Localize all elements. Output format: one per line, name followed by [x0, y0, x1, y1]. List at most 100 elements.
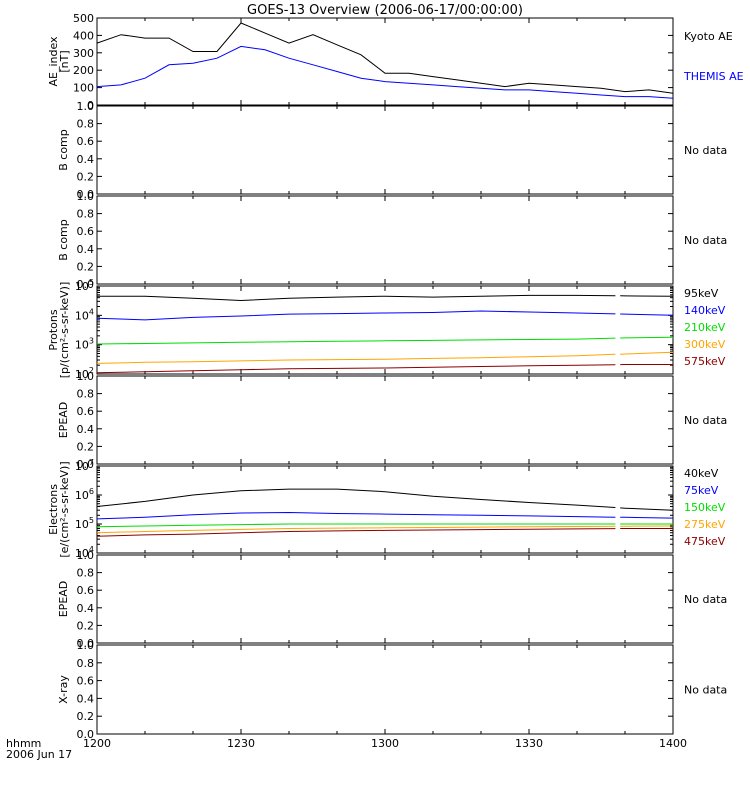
series-line-300kev [96, 353, 616, 364]
series-line-210kev [96, 337, 616, 345]
y-tick-label: 0.0 [77, 728, 95, 741]
legend-themis-ae: THEMIS AE [683, 70, 744, 83]
y-tick-label: 105 [75, 516, 94, 531]
y-tick-label: 0.6 [77, 584, 95, 597]
legend-300kev: 300keV [684, 338, 726, 351]
y-tick-label: 0.4 [77, 692, 95, 705]
panel-frame [96, 465, 674, 554]
panel-2: 0.0 0.2 0.4 0.6 0.8 1.0 B comp No data [57, 100, 727, 201]
y-tick-label: 0.4 [77, 423, 95, 436]
y-tick-label: 0.2 [77, 710, 95, 723]
no-data-label: No data [684, 684, 727, 697]
y-tick-label: 104 [75, 307, 94, 322]
y-tick-label: 0 [87, 99, 94, 112]
legend-575kev: 575keV [684, 355, 726, 368]
y-tick-label: 0.8 [77, 567, 95, 580]
legend-95kev: 95keV [684, 287, 719, 300]
y-tick-label: 1.0 [77, 370, 95, 383]
y-axis-label: AE_index[nT] [47, 36, 71, 87]
legend-150kev: 150keV [684, 501, 726, 514]
time-tick-label: 1330 [515, 737, 543, 750]
y-tick-label: 0.0 [77, 188, 95, 201]
panel-frame [96, 105, 674, 195]
legend-40kev: 40keV [684, 467, 719, 480]
y-tick-label: 0.2 [77, 170, 95, 183]
series-line-40kev [620, 507, 674, 511]
y-tick-label: 0.8 [77, 388, 95, 401]
series-line-75kev [620, 516, 674, 519]
series-line-300kev [620, 351, 674, 355]
time-tick-label: 1200 [83, 737, 111, 750]
y-tick-label: 200 [73, 64, 94, 77]
panel-frame [96, 195, 674, 285]
legend-75kev: 75keV [684, 484, 719, 497]
y-tick-label: 400 [73, 29, 94, 42]
series-line-140kev [620, 313, 674, 316]
panel-4: 102 103 104 105 Protons[p/(cm²-s-sr-keV)] 575… [47, 278, 726, 381]
y-tick-label: 0.4 [77, 602, 95, 615]
series-line-575kev [96, 364, 616, 374]
y-tick-label: 0.2 [77, 440, 95, 453]
no-data-label: No data [684, 234, 727, 247]
series-line-150kev [96, 523, 616, 528]
time-axis: hhmm 2006 Jun 17 1200 1230 1300 1330 1400 [6, 737, 687, 761]
panel-6: 104 105 106 107 Electrons[e/(cm²-s-sr-keV)] 4… [47, 458, 726, 560]
y-tick-label: 0.6 [77, 135, 95, 148]
panel-frame [96, 554, 674, 644]
y-tick-label: 107 [75, 458, 94, 473]
panel-3: 0.0 0.2 0.4 0.6 0.8 1.0 B comp No data [57, 190, 727, 291]
y-tick-label: 0.0 [77, 458, 95, 471]
y-tick-label: 102 [75, 366, 94, 381]
y-tick-label: 1.0 [77, 639, 95, 652]
time-tick-label: 1300 [371, 737, 399, 750]
time-tick-label: 1400 [659, 737, 687, 750]
series-line-40kev [96, 488, 616, 508]
series-line-210kev [620, 336, 674, 339]
series-line-140kev [96, 310, 616, 321]
time-axis-label-hhmm: hhmm [6, 737, 41, 750]
no-data-label: No data [684, 144, 727, 157]
plot-title: GOES-13 Overview (2006-06-17/00:00:00) [247, 3, 523, 18]
y-tick-label: 1.0 [77, 100, 95, 113]
y-tick-label: 0.6 [77, 405, 95, 418]
y-tick-label: 0.0 [77, 278, 95, 291]
y-tick-label: 0.6 [77, 225, 95, 238]
y-tick-label: 1.0 [77, 190, 95, 203]
time-axis-label-date: 2006 Jun 17 [6, 748, 72, 761]
y-axis-label: EPEAD [57, 581, 70, 618]
panel-frame [96, 17, 674, 106]
y-tick-label: 0.6 [77, 675, 95, 688]
y-tick-label: 0.8 [77, 657, 95, 670]
y-axis-label: X-ray [57, 675, 70, 704]
y-tick-label: 300 [73, 47, 94, 60]
y-axis-label: EPEAD [57, 402, 70, 439]
legend-210kev: 210keV [684, 321, 726, 334]
y-tick-label: 105 [75, 278, 94, 293]
y-tick-label: 0.4 [77, 153, 95, 166]
panel-frame [96, 285, 674, 375]
y-tick-label: 103 [75, 337, 94, 352]
legend-275kev: 275keV [684, 518, 726, 531]
legend-140kev: 140keV [684, 304, 726, 317]
series-line-95kev [97, 294, 616, 302]
legend-kyoto-ae: Kyoto AE [684, 30, 733, 43]
panel-8: 0.0 0.2 0.4 0.6 0.8 1.0 X-ray No data [57, 639, 727, 741]
time-tick-label: 1230 [227, 737, 255, 750]
panel-7: 0.0 0.2 0.4 0.6 0.8 1.0 EPEAD No data [57, 549, 727, 650]
no-data-label: No data [684, 414, 727, 427]
y-tick-label: 0.8 [77, 208, 95, 221]
series-line-75kev [96, 511, 616, 520]
y-tick-label: 100 [73, 82, 94, 95]
y-tick-label: 0.2 [77, 260, 95, 273]
y-tick-label: 0.2 [77, 619, 95, 632]
legend-475kev: 475keV [684, 535, 726, 548]
panel-frame [96, 644, 674, 735]
panel-frame [96, 375, 674, 465]
series-line-kyoto-ae [96, 22, 674, 94]
y-axis-label: B comp [57, 219, 70, 261]
series-line-275kev [96, 525, 616, 534]
y-tick-label: 500 [73, 12, 94, 25]
